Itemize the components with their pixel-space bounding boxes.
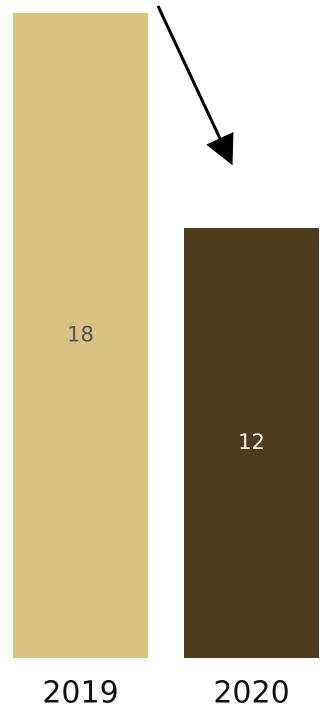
x-tick-labels-layer: 2019 2020 [42,676,289,711]
bar-value-label-2019: 18 [67,323,94,347]
bar-2020 [184,228,319,658]
bar-2019 [13,13,148,658]
x-tick-label-2019: 2019 [42,676,118,711]
downward-arrow [156,5,234,166]
bar-value-label-2020: 12 [238,430,265,454]
x-tick-label-2020: 2020 [213,676,289,711]
bars-layer [13,13,319,658]
